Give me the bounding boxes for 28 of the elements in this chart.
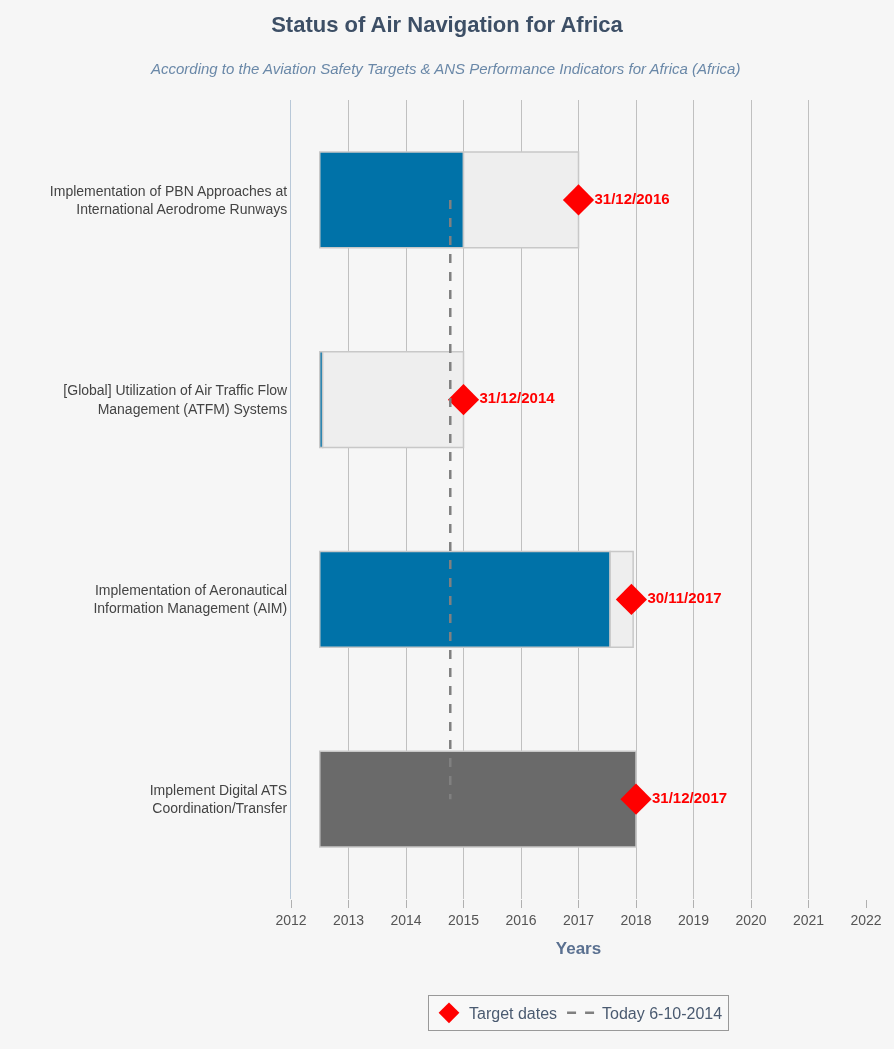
legend-label: Today 6-10-2014 xyxy=(602,1005,723,1023)
data-label: 30/11/2017 xyxy=(647,589,722,607)
x-tick-label: 2015 xyxy=(447,911,480,928)
point xyxy=(562,184,595,216)
x-tick-label: 2021 xyxy=(792,911,825,928)
data-label: 31/12/2014 xyxy=(479,389,556,407)
x-axis-title: Years xyxy=(555,939,602,959)
y-tick-label: Implementation of Aeronautical Information Management (AIM) xyxy=(93,582,288,617)
y-tick-label: Implementation of PBN Approaches at International Aerodrome Runways xyxy=(49,182,288,217)
x-tick-label: 2022 xyxy=(850,911,882,928)
x-tick-label: 2017 xyxy=(562,911,595,928)
y-tick-label: Implement Digital ATS Coordination/Transfer xyxy=(149,781,288,817)
chart-title: Status of Air Navigation for Africa xyxy=(271,12,624,38)
point xyxy=(615,583,647,615)
x-tick-label: 2013 xyxy=(332,911,365,928)
x-tick-label: 2018 xyxy=(620,911,652,928)
point xyxy=(447,384,480,416)
point xyxy=(620,783,652,815)
x-tick-label: 2019 xyxy=(677,911,710,928)
legend-label: Target dates xyxy=(469,1005,558,1023)
data-label: 31/12/2017 xyxy=(652,788,728,806)
y-tick-label: [Global] Utilization of Air Traffic Flow Management (ATFM) Systems xyxy=(63,382,289,417)
x-tick-label: 2020 xyxy=(735,911,767,928)
chart-subtitle: According to the Aviation Safety Targets & ANS Performance Indicators for Africa (Africa) xyxy=(150,60,741,77)
x-tick-label: 2016 xyxy=(505,911,537,928)
x-tick-label: 2012 xyxy=(275,911,307,928)
x-tick-label: 2014 xyxy=(390,911,422,928)
data-label: 31/12/2016 xyxy=(594,189,670,207)
